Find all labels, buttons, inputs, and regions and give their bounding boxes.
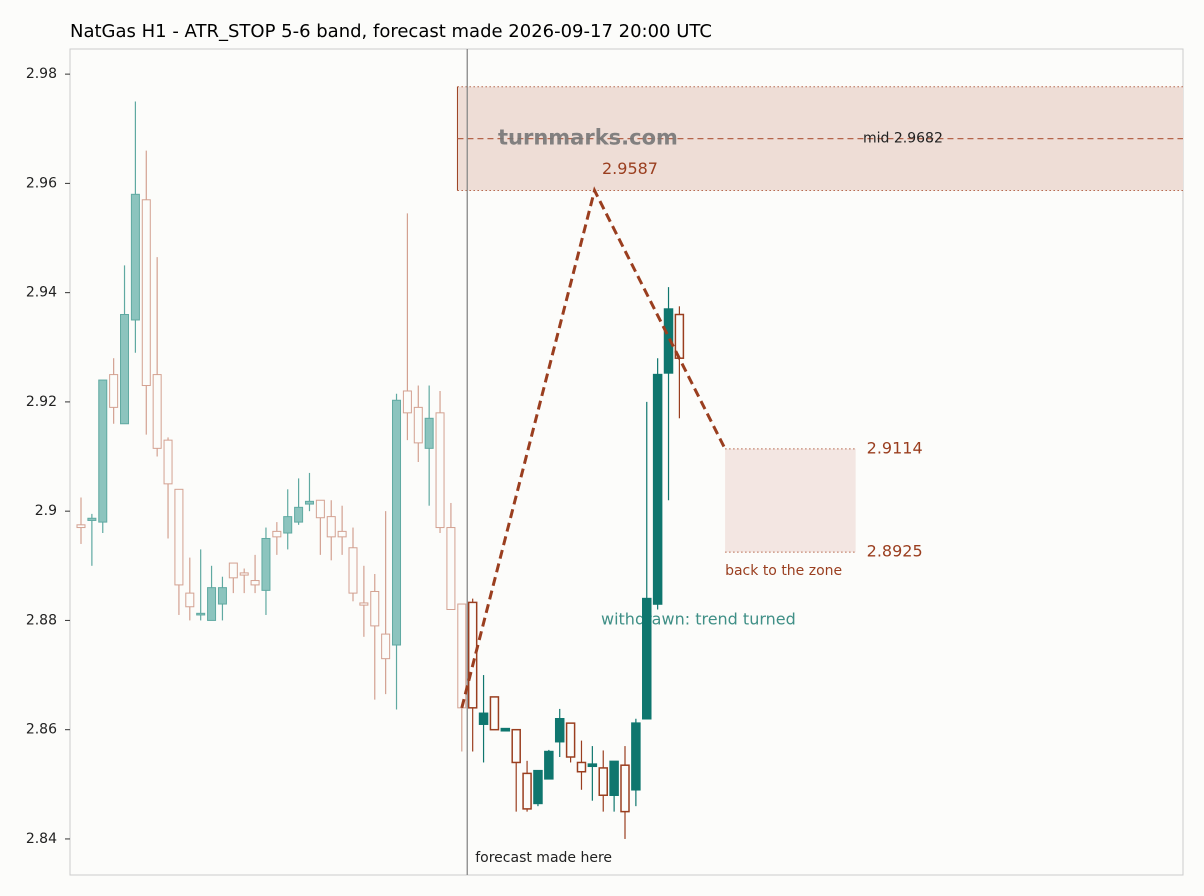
candle-body: [109, 374, 119, 408]
candle-body: [381, 633, 391, 660]
candle-body: [294, 506, 304, 523]
candle-body: [359, 602, 369, 606]
candle-body: [642, 597, 652, 720]
candle-body: [533, 769, 543, 805]
candle-body: [196, 612, 206, 616]
candle-body: [565, 722, 576, 758]
candle-body: [522, 772, 532, 810]
candle-body: [76, 524, 86, 529]
candle-body: [87, 517, 97, 521]
y-tick-label: 2.84: [26, 831, 57, 847]
y-tick-label: 2.9: [35, 503, 57, 519]
candle-body: [500, 727, 511, 732]
y-tick-label: 2.98: [26, 66, 57, 82]
candle-body: [587, 763, 598, 768]
target-zone: [725, 448, 856, 553]
candle-body: [315, 499, 325, 519]
candle-body: [250, 580, 260, 586]
candle-body: [261, 537, 271, 591]
candle-body: [337, 530, 347, 538]
candle-body: [348, 547, 358, 594]
candle-body: [413, 406, 423, 444]
candle-body: [576, 761, 587, 773]
candle-body: [163, 439, 173, 485]
forecast-path: [460, 186, 727, 709]
candle-body: [544, 750, 554, 780]
y-tick-label: 2.96: [26, 175, 57, 191]
candle-body: [457, 603, 467, 709]
candle-body: [141, 199, 151, 387]
watermark: turnmarks.com: [498, 126, 678, 150]
candle-body: [392, 399, 402, 646]
peak-label: 2.9587: [602, 159, 658, 178]
candle-body: [620, 764, 630, 813]
forecast-label: forecast made here: [475, 850, 612, 866]
candle-body: [609, 760, 619, 796]
chart-title: NatGas H1 - ATR_STOP 5-6 band, forecast …: [70, 21, 712, 42]
target-low-label: 2.8925: [867, 542, 923, 561]
candle-body: [446, 527, 456, 610]
candle-body: [304, 500, 314, 505]
candle-body: [228, 562, 238, 579]
candle-body: [402, 390, 412, 414]
candle-body: [207, 587, 217, 621]
candle-body: [283, 516, 293, 534]
candle-body: [663, 308, 674, 374]
target-high-label: 2.9114: [867, 438, 923, 457]
candle-body: [272, 530, 282, 538]
candle-body: [217, 587, 227, 605]
mid-label: mid 2.9682: [863, 131, 943, 147]
candle-body: [598, 767, 608, 796]
y-tick-label: 2.88: [26, 612, 57, 628]
candle-body: [98, 379, 108, 523]
candle-body: [467, 601, 478, 709]
target-label: back to the zone: [725, 563, 842, 579]
candle-body: [152, 374, 162, 449]
candle-body: [130, 193, 140, 321]
candle-body: [478, 712, 489, 725]
candle-body: [631, 722, 641, 791]
candle-body: [554, 718, 565, 743]
y-tick-label: 2.86: [26, 722, 57, 738]
candle-body: [424, 417, 434, 449]
candle-body: [239, 572, 249, 576]
candle-body: [489, 696, 500, 731]
y-tick-label: 2.94: [26, 285, 57, 301]
withdrawn-label: withdrawn: trend turned: [601, 610, 796, 629]
candle-body: [120, 314, 130, 425]
candle-body: [511, 728, 521, 764]
candle-body: [185, 592, 195, 608]
candle-body: [652, 373, 663, 605]
candle-body: [326, 516, 336, 538]
y-tick-label: 2.92: [26, 394, 57, 410]
candle-body: [370, 590, 380, 627]
candle-body: [435, 412, 445, 529]
candle-body: [174, 488, 184, 586]
